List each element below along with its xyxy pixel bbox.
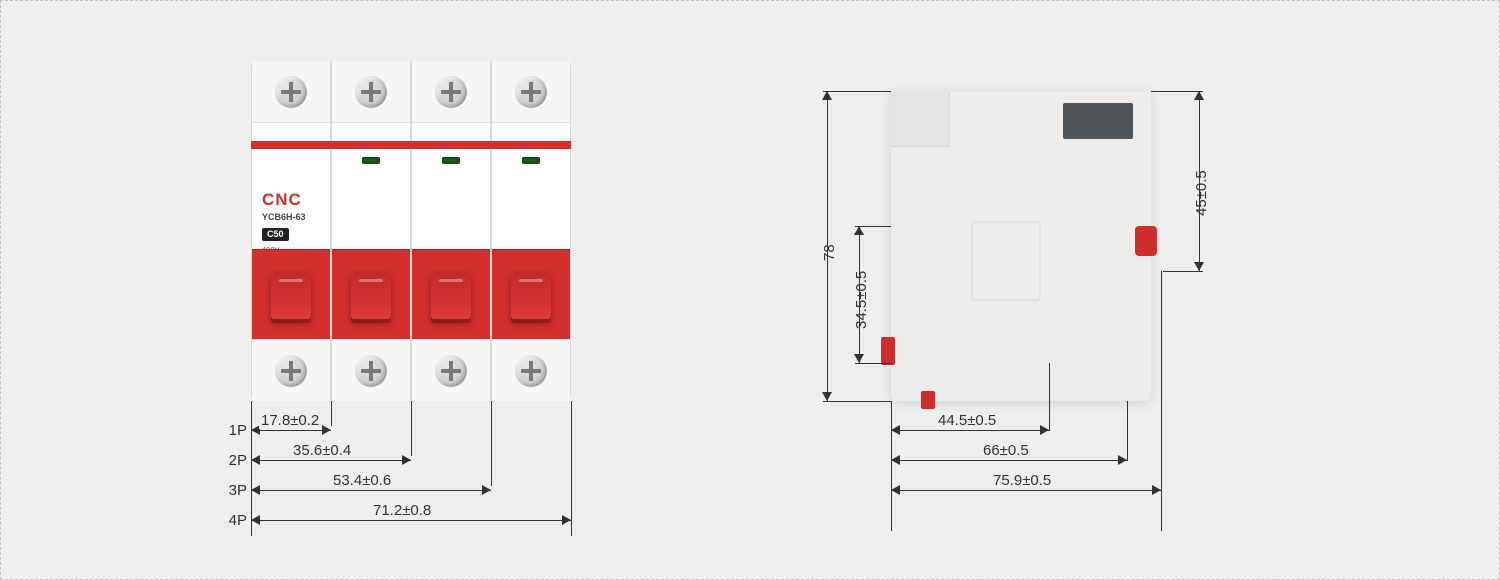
front-view: CNC YCB6H-63 C50 400V~ 50Hz 4500A IEC 60… xyxy=(201,61,761,551)
screw-icon xyxy=(355,76,387,108)
extension-line xyxy=(823,401,891,402)
screw-icon xyxy=(515,76,547,108)
indicator-led xyxy=(522,157,540,164)
dim-line xyxy=(891,430,1049,431)
release-tab xyxy=(921,391,935,409)
dim-value: 75.9±0.5 xyxy=(991,472,1053,489)
dim-value: 17.8±0.2 xyxy=(259,412,321,429)
pole-bot xyxy=(252,339,330,401)
dim-label: 1P xyxy=(201,422,247,439)
extension-line xyxy=(411,401,412,456)
dim-value: 35.6±0.4 xyxy=(291,442,353,459)
dim-label: 2P xyxy=(201,452,247,469)
dim-value: 53.4±0.6 xyxy=(331,472,393,489)
screw-icon xyxy=(435,76,467,108)
extension-line xyxy=(855,363,891,364)
emboss-detail xyxy=(971,221,1041,301)
dark-block xyxy=(1063,103,1133,139)
dim-line xyxy=(251,430,331,431)
dim-line xyxy=(891,460,1127,461)
dim-line xyxy=(251,520,571,521)
toggle-lever xyxy=(351,271,391,319)
indicator-led xyxy=(442,157,460,164)
dim-row: 44.5±0.5 xyxy=(861,416,1221,446)
toggle-side xyxy=(1135,226,1157,256)
dim-line xyxy=(251,460,411,461)
dim-line xyxy=(251,490,491,491)
dim-value: 44.5±0.5 xyxy=(936,412,998,429)
din-clip-left xyxy=(881,337,895,365)
rating-badge: C50 xyxy=(262,228,289,241)
side-dimensions: 44.5±0.5 66±0.5 75.9±0.5 xyxy=(861,416,1221,506)
breaker-side xyxy=(891,91,1151,401)
breaker-front: CNC YCB6H-63 C50 400V~ 50Hz 4500A IEC 60… xyxy=(251,61,571,401)
screw-icon xyxy=(515,355,547,387)
toggle-lever xyxy=(431,271,471,319)
pole-1: CNC YCB6H-63 C50 400V~ 50Hz 4500A IEC 60… xyxy=(251,61,331,401)
pole-4 xyxy=(491,61,571,401)
switch-zone xyxy=(252,249,330,339)
pole-2 xyxy=(331,61,411,401)
vdim-value: 78 xyxy=(821,244,838,261)
extension-line xyxy=(571,401,572,536)
dim-label: 3P xyxy=(201,482,247,499)
dim-value: 66±0.5 xyxy=(981,442,1031,459)
dim-line xyxy=(891,490,1161,491)
dim-row: 75.9±0.5 xyxy=(861,476,1221,506)
extension-line xyxy=(331,401,332,426)
toggle-lever xyxy=(271,271,311,319)
extension-line xyxy=(491,401,492,486)
vdim-value: 45±0.5 xyxy=(1193,170,1210,216)
vdim-value: 34.5±0.5 xyxy=(853,271,870,329)
pole-body: CNC YCB6H-63 C50 400V~ 50Hz 4500A IEC 60… xyxy=(252,123,330,339)
toggle-lever xyxy=(511,271,551,319)
extension-line xyxy=(1163,271,1203,272)
screw-icon xyxy=(435,355,467,387)
screw-icon xyxy=(275,355,307,387)
red-stripe xyxy=(251,141,331,149)
screw-icon xyxy=(355,355,387,387)
indicator-led xyxy=(362,157,380,164)
brand-logo: CNC xyxy=(262,189,322,210)
extension-line xyxy=(823,91,891,92)
pole-3 xyxy=(411,61,491,401)
dim-label: 4P xyxy=(201,512,247,529)
pole-top xyxy=(252,61,330,123)
dim-value: 71.2±0.8 xyxy=(371,502,433,519)
model-number: YCB6H-63 xyxy=(262,212,322,223)
screw-icon xyxy=(275,76,307,108)
side-view: 78 34.5±0.5 45±0.5 44.5±0.5 66±0.5 75.9±… xyxy=(801,61,1281,551)
